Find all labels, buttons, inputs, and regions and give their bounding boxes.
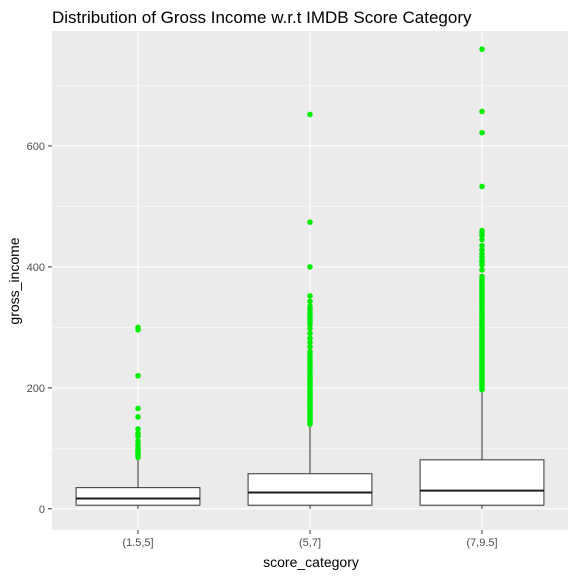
box: [75, 487, 201, 506]
y-tick-label: 200: [27, 383, 45, 395]
outlier-point: [479, 129, 485, 136]
outlier-point: [307, 293, 313, 299]
y-axis: 0 200 400 600: [27, 141, 52, 516]
outlier-point: [307, 348, 313, 355]
x-axis: (1.5,5] (5,7] (7,9.5]: [122, 530, 498, 549]
outlier-point: [479, 247, 485, 253]
box-group: [75, 324, 201, 509]
x-tick-label: (5,7]: [299, 537, 321, 549]
outlier-point: [307, 330, 313, 337]
outlier-point: [135, 405, 141, 412]
outlier-point: [479, 227, 485, 234]
outlier-point: [479, 108, 485, 115]
outlier-point: [135, 372, 141, 379]
outlier-point: [307, 111, 313, 118]
outlier-point: [479, 46, 485, 52]
outlier-point: [135, 426, 141, 432]
outlier-point: [479, 267, 485, 273]
outlier-point: [479, 273, 485, 280]
outlier-point: [307, 339, 313, 346]
y-tick-label: 400: [27, 262, 45, 274]
x-tick-label: (1.5,5]: [122, 537, 153, 549]
y-tick-label: 600: [27, 141, 45, 153]
outlier-point: [479, 242, 485, 249]
outlier-point: [307, 303, 313, 310]
box: [419, 459, 545, 506]
box-group: [247, 111, 373, 509]
outlier-point: [135, 430, 141, 437]
outlier-point: [479, 236, 485, 243]
y-axis-title: gross_income: [6, 237, 22, 324]
outlier-point: [307, 298, 313, 305]
outlier-point: [307, 264, 313, 270]
outlier-point: [307, 335, 313, 342]
outlier-point: [307, 343, 313, 350]
outlier-point: [479, 183, 485, 190]
outlier-point: [135, 414, 141, 420]
box: [247, 473, 373, 506]
box-group: [419, 46, 545, 509]
outlier-point: [135, 324, 141, 331]
x-axis-title: score_category: [263, 554, 359, 570]
outlier-point: [307, 325, 313, 332]
box-series: [75, 46, 545, 509]
chart-title: Distribution of Gross Income w.r.t IMDB …: [52, 8, 472, 27]
x-tick-label: (7,9.5]: [466, 537, 497, 549]
outlier-point: [135, 438, 141, 444]
outlier-point: [307, 219, 313, 225]
y-tick-label: 0: [39, 504, 45, 516]
